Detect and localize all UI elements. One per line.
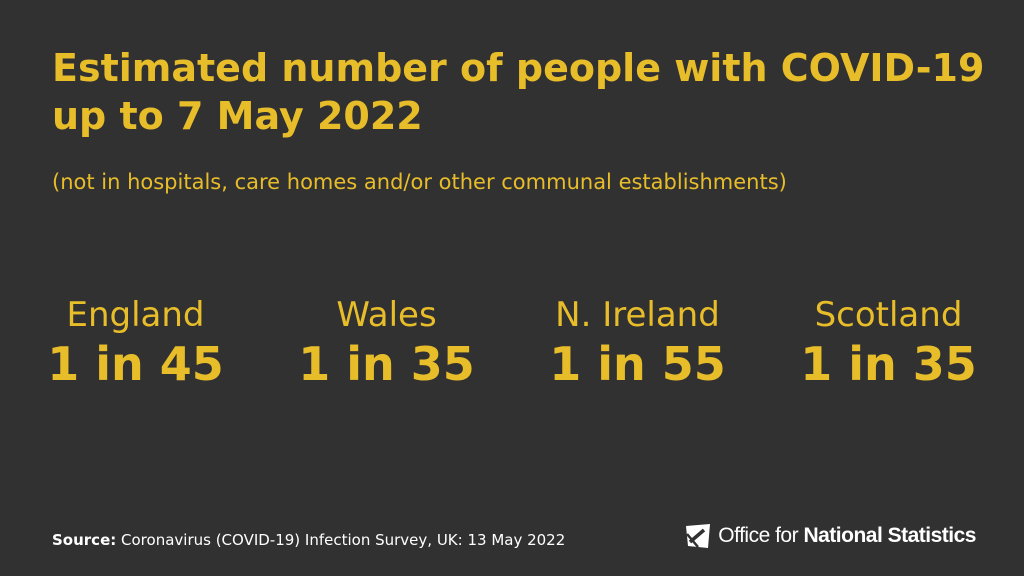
stat-northern-ireland: N. Ireland 1 in 55 bbox=[512, 294, 763, 392]
logo-text: Office for National Statistics bbox=[718, 524, 976, 548]
stat-value: 1 in 35 bbox=[800, 337, 977, 391]
ons-logo-icon bbox=[686, 524, 711, 548]
stat-name: Scotland bbox=[814, 295, 963, 335]
logo-text-regular: Office for bbox=[718, 524, 799, 547]
stat-name: N. Ireland bbox=[555, 295, 720, 335]
stat-name: England bbox=[66, 295, 205, 335]
logo-text-bold: National Statistics bbox=[803, 524, 976, 547]
stat-value: 1 in 35 bbox=[298, 337, 475, 391]
source-label: Source: bbox=[52, 531, 117, 549]
stat-value: 1 in 45 bbox=[47, 337, 224, 391]
nation-stats: England 1 in 45 Wales 1 in 35 N. Ireland… bbox=[10, 294, 1014, 392]
stat-scotland: Scotland 1 in 35 bbox=[763, 294, 1014, 392]
ons-logo: Office for National Statistics bbox=[684, 522, 976, 550]
stat-name: Wales bbox=[336, 295, 437, 335]
infographic-title: Estimated number of people with COVID-19… bbox=[52, 46, 985, 138]
source-note: Source: Coronavirus (COVID-19) Infection… bbox=[52, 528, 565, 552]
source-text: Coronavirus (COVID-19) Infection Survey,… bbox=[121, 531, 566, 549]
stat-wales: Wales 1 in 35 bbox=[261, 294, 512, 392]
stat-england: England 1 in 45 bbox=[10, 294, 261, 392]
stat-value: 1 in 55 bbox=[549, 337, 726, 391]
infographic-subtitle: (not in hospitals, care homes and/or oth… bbox=[52, 170, 787, 194]
